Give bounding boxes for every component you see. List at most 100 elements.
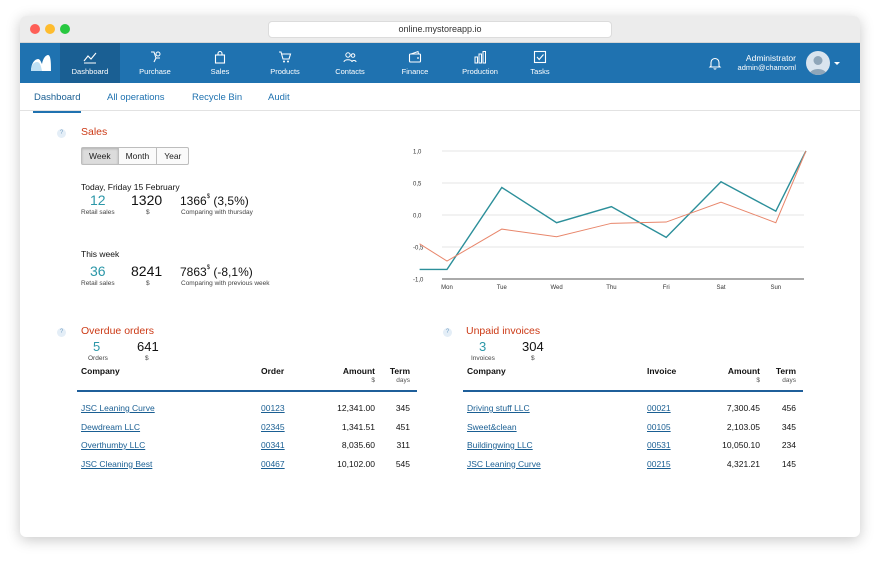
table-row-company-link[interactable]: JSC Cleaning Best xyxy=(81,458,153,469)
table-row-term: 451 xyxy=(395,421,410,432)
table-row-amount: 4,321.21 xyxy=(726,458,760,469)
people-icon xyxy=(343,52,357,63)
table-row-company-link[interactable]: Dewdream LLC xyxy=(81,421,141,432)
maximize-window-button[interactable] xyxy=(60,24,70,34)
table-row-company-link[interactable]: Buildingwing LLC xyxy=(467,440,533,450)
top-navigation: Dashboard Purchase Sales Products Contac… xyxy=(20,43,860,83)
app-logo-icon[interactable] xyxy=(30,54,52,72)
shopping-bag-icon xyxy=(214,50,226,64)
table-row-ref-link[interactable]: 00105 xyxy=(647,421,671,432)
week-amount: 8241 xyxy=(131,263,163,279)
minimize-window-button[interactable] xyxy=(45,24,55,34)
help-icon[interactable]: ? xyxy=(57,328,66,337)
table-row-amount: 8,035.60 xyxy=(341,440,375,450)
main-menu: Dashboard Purchase Sales Products Contac… xyxy=(60,43,570,83)
avatar[interactable] xyxy=(806,51,830,75)
table-row-term: 345 xyxy=(395,403,410,413)
table-row-company-link[interactable]: JSC Leaning Curve xyxy=(81,403,155,413)
week-compare-change: (-8,1%) xyxy=(213,265,253,279)
today-compare: 1366$ (3,5%) xyxy=(180,194,249,208)
chart-y-tick-label: 1,0 xyxy=(413,150,422,156)
user-info[interactable]: Administrator admin@chamoml xyxy=(732,53,796,73)
nav-label: Purchase xyxy=(139,67,171,76)
table-row-ref-link[interactable]: 02345 xyxy=(261,421,285,432)
nav-label: Products xyxy=(270,67,300,76)
table-row-ref-link[interactable]: 00215 xyxy=(647,458,671,469)
help-icon[interactable]: ? xyxy=(443,328,452,337)
tab-all-operations[interactable]: All operations xyxy=(107,92,165,103)
nav-label: Finance xyxy=(401,67,429,76)
today-compare-unit: $ xyxy=(206,194,211,200)
table-header-term-unit: days xyxy=(396,377,410,384)
nav-label: Tasks xyxy=(530,67,550,76)
sub-navigation: Dashboard All operations Recycle Bin Aud… xyxy=(20,83,860,113)
table-row-ref-link[interactable]: 00341 xyxy=(261,440,285,450)
nav-item-finance[interactable]: Finance xyxy=(380,43,450,83)
table-row-amount: 1,341.51 xyxy=(341,421,375,432)
today-retail-label: Retail sales xyxy=(81,209,115,216)
table-row-ref-link[interactable]: 00531 xyxy=(647,440,671,450)
nav-label: Contacts xyxy=(335,67,365,76)
table-header-ref: Order xyxy=(261,366,285,376)
unpaid-amount: 304 xyxy=(522,339,544,354)
period-year-button[interactable]: Year xyxy=(164,151,182,161)
table-header-company: Company xyxy=(81,366,120,376)
unpaid-count: 3 xyxy=(479,339,487,354)
overdue-amount-unit: $ xyxy=(145,355,149,362)
table-header-term: Term xyxy=(389,366,410,376)
table-row-company-link[interactable]: Sweet&clean xyxy=(467,421,517,432)
chart-y-tick-label: -1,0 xyxy=(413,278,424,284)
table-header-term-unit: days xyxy=(782,377,796,384)
nav-item-dashboard[interactable]: Dashboard xyxy=(60,43,120,83)
chevron-down-icon[interactable] xyxy=(834,62,840,65)
unpaid-amount-unit: $ xyxy=(531,355,535,362)
chart-x-tick-label: Wed xyxy=(550,285,562,291)
help-icon[interactable]: ? xyxy=(57,129,66,138)
overdue-count: 5 xyxy=(93,339,101,354)
table-row-ref-link[interactable]: 00021 xyxy=(647,403,671,413)
table-header-amount: Amount xyxy=(342,366,375,376)
nav-item-purchase[interactable]: Purchase xyxy=(120,43,190,83)
tab-audit[interactable]: Audit xyxy=(268,92,290,103)
unpaid-count-label: Invoices xyxy=(471,355,495,362)
bar-chart-icon xyxy=(474,51,486,64)
app-window: online.mystoreapp.io Dashboard Purchase … xyxy=(20,16,860,537)
table-row-company-link[interactable]: JSC Leaning Curve xyxy=(467,458,541,469)
checkbox-icon xyxy=(533,50,547,64)
notification-bell-icon[interactable] xyxy=(708,56,722,70)
chart-x-tick-label: Fri xyxy=(663,285,670,291)
table-row-amount: 10,102.00 xyxy=(337,458,375,469)
table-row-ref-link[interactable]: 00123 xyxy=(261,403,285,413)
table-row-ref-link[interactable]: 00467 xyxy=(261,458,285,469)
chart-y-tick-label: 0,0 xyxy=(413,214,422,220)
nav-item-products[interactable]: Products xyxy=(250,43,320,83)
nav-label: Sales xyxy=(210,67,230,76)
table-header-amount-unit: $ xyxy=(371,377,375,384)
table-row-term: 234 xyxy=(781,440,796,450)
period-month-button[interactable]: Month xyxy=(119,148,158,164)
chart-x-tick-label: Sat xyxy=(716,285,725,291)
url-bar[interactable]: online.mystoreapp.io xyxy=(268,21,612,38)
tab-recycle-bin[interactable]: Recycle Bin xyxy=(192,92,243,103)
nav-item-contacts[interactable]: Contacts xyxy=(320,43,380,83)
purchase-icon xyxy=(151,51,161,63)
chart-y-tick-label: -0,5 xyxy=(413,246,424,252)
chart-series-line-1 xyxy=(419,150,807,271)
table-row-amount: 2,103.05 xyxy=(726,421,760,432)
table-row-company-link[interactable]: Driving stuff LLC xyxy=(467,403,530,413)
week-heading: This week xyxy=(81,249,120,259)
cart-icon xyxy=(279,51,292,63)
chart-y-tick-label: 0,5 xyxy=(413,182,422,188)
nav-item-tasks[interactable]: Tasks xyxy=(510,43,570,83)
nav-item-production[interactable]: Production xyxy=(450,43,510,83)
close-window-button[interactable] xyxy=(30,24,40,34)
nav-item-sales[interactable]: Sales xyxy=(190,43,250,83)
sales-line-chart: 1,0 0,5 0,0 -0,5 -1,0 Mon Tue Wed Thu Fri Sat Sun xyxy=(413,150,807,291)
tab-dashboard[interactable]: Dashboard xyxy=(32,92,82,113)
chart-line-icon xyxy=(83,52,97,64)
today-compare-change: (3,5%) xyxy=(213,194,249,208)
browser-titlebar: online.mystoreapp.io xyxy=(20,16,860,43)
period-week-button[interactable]: Week xyxy=(82,148,119,164)
table-row-company-link[interactable]: Overthumby LLC xyxy=(81,440,146,450)
chart-series-line-2 xyxy=(419,150,807,262)
